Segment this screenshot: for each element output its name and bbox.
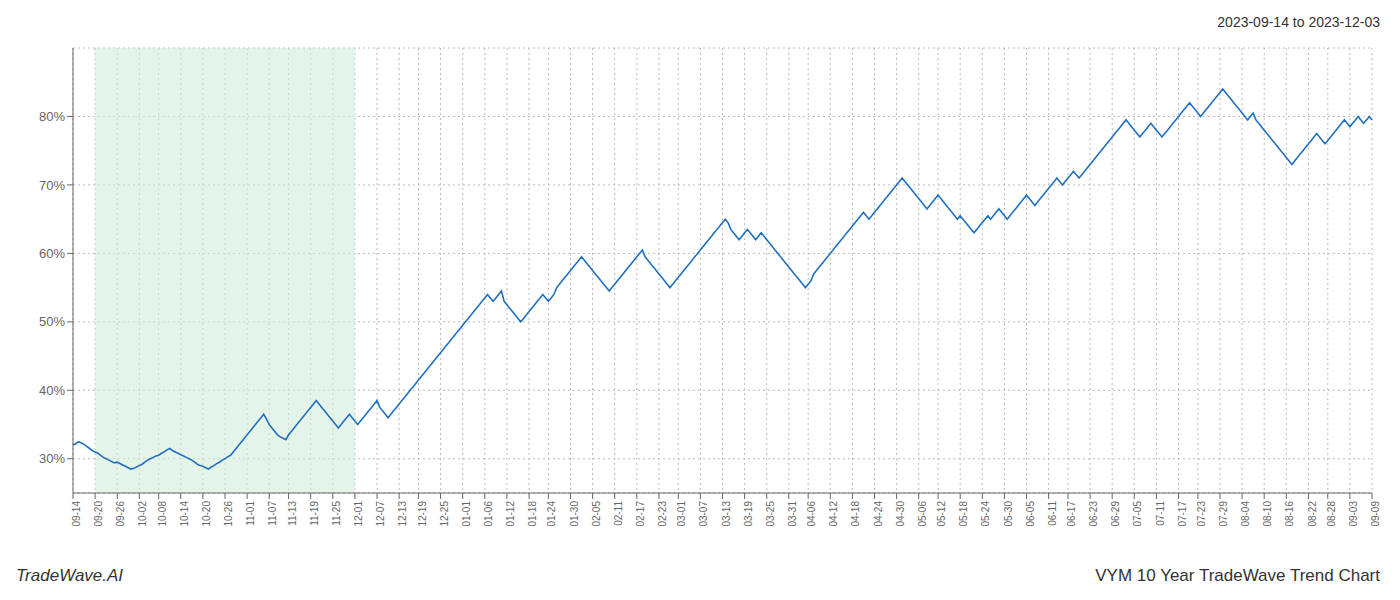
svg-text:08-22: 08-22 [1307, 501, 1318, 527]
svg-text:02-11: 02-11 [613, 501, 624, 526]
svg-text:60%: 60% [39, 246, 65, 261]
svg-text:06-05: 06-05 [1025, 501, 1036, 527]
svg-text:06-29: 06-29 [1110, 501, 1121, 527]
svg-text:08-10: 08-10 [1262, 501, 1273, 527]
svg-text:06-23: 06-23 [1088, 501, 1099, 527]
svg-text:08-04: 08-04 [1240, 501, 1251, 527]
svg-text:08-28: 08-28 [1326, 501, 1337, 527]
svg-text:02-05: 02-05 [591, 501, 602, 527]
svg-text:02-23: 02-23 [657, 501, 668, 527]
svg-text:03-07: 03-07 [698, 501, 709, 527]
svg-text:11-07: 11-07 [267, 501, 278, 526]
svg-text:07-29: 07-29 [1218, 501, 1229, 527]
svg-text:01-06: 01-06 [483, 501, 494, 527]
svg-text:12-07: 12-07 [375, 501, 386, 527]
svg-text:09-14: 09-14 [71, 501, 82, 527]
svg-text:01-12: 01-12 [505, 501, 516, 527]
svg-text:01-30: 01-30 [569, 501, 580, 527]
svg-text:30%: 30% [39, 451, 65, 466]
svg-text:09-20: 09-20 [93, 501, 104, 527]
svg-text:10-02: 10-02 [137, 501, 148, 527]
svg-text:06-17: 06-17 [1066, 501, 1077, 527]
svg-text:09-26: 09-26 [115, 501, 126, 527]
svg-text:40%: 40% [39, 383, 65, 398]
svg-text:07-05: 07-05 [1132, 501, 1143, 527]
html-text:2023-09-14 to 2023-12-03: 2023-09-14 to 2023-12-03 [1217, 14, 1380, 30]
svg-text:01-18: 01-18 [527, 501, 538, 527]
svg-text:12-25: 12-25 [439, 501, 450, 527]
svg-text:10-20: 10-20 [201, 501, 212, 527]
svg-text:10-08: 10-08 [157, 501, 168, 527]
svg-text:04-06: 04-06 [806, 501, 817, 527]
svg-text:11-13: 11-13 [287, 501, 298, 526]
svg-text:01-24: 01-24 [546, 501, 557, 527]
svg-text:04-24: 04-24 [873, 501, 884, 527]
svg-text:03-01: 03-01 [676, 501, 687, 527]
svg-text:02-17: 02-17 [635, 501, 646, 527]
svg-text:03-31: 03-31 [787, 501, 798, 527]
svg-text:05-30: 05-30 [1003, 501, 1014, 527]
html-text:TradeWave.AI: TradeWave.AI [16, 566, 124, 585]
svg-text:03-19: 03-19 [743, 501, 754, 527]
html-text:VYM 10 Year TradeWave Trend Ch: VYM 10 Year TradeWave Trend Chart [1095, 566, 1380, 585]
svg-text:11-01: 11-01 [245, 501, 256, 526]
svg-text:03-13: 03-13 [721, 501, 732, 527]
svg-text:10-26: 10-26 [223, 501, 234, 527]
svg-text:70%: 70% [39, 178, 65, 193]
svg-text:50%: 50% [39, 314, 65, 329]
svg-text:04-30: 04-30 [895, 501, 906, 527]
svg-text:01-01: 01-01 [461, 501, 472, 527]
svg-text:12-01: 12-01 [353, 501, 364, 527]
svg-text:04-12: 04-12 [828, 501, 839, 527]
svg-text:05-12: 05-12 [936, 501, 947, 527]
svg-text:07-23: 07-23 [1196, 501, 1207, 527]
svg-text:09-09: 09-09 [1370, 501, 1381, 527]
svg-text:06-11: 06-11 [1047, 501, 1058, 526]
svg-text:04-18: 04-18 [851, 501, 862, 527]
svg-text:07-11: 07-11 [1155, 501, 1166, 526]
svg-text:12-19: 12-19 [417, 501, 428, 527]
svg-text:07-17: 07-17 [1177, 501, 1188, 527]
svg-text:05-24: 05-24 [980, 501, 991, 527]
svg-text:10-14: 10-14 [179, 501, 190, 527]
svg-text:11-25: 11-25 [331, 501, 342, 526]
svg-text:03-25: 03-25 [765, 501, 776, 527]
svg-text:09-03: 09-03 [1348, 501, 1359, 527]
svg-text:80%: 80% [39, 109, 65, 124]
svg-text:05-18: 05-18 [958, 501, 969, 527]
svg-text:08-16: 08-16 [1284, 501, 1295, 527]
svg-text:12-13: 12-13 [397, 501, 408, 527]
svg-text:05-06: 05-06 [917, 501, 928, 527]
svg-text:11-19: 11-19 [309, 501, 320, 526]
